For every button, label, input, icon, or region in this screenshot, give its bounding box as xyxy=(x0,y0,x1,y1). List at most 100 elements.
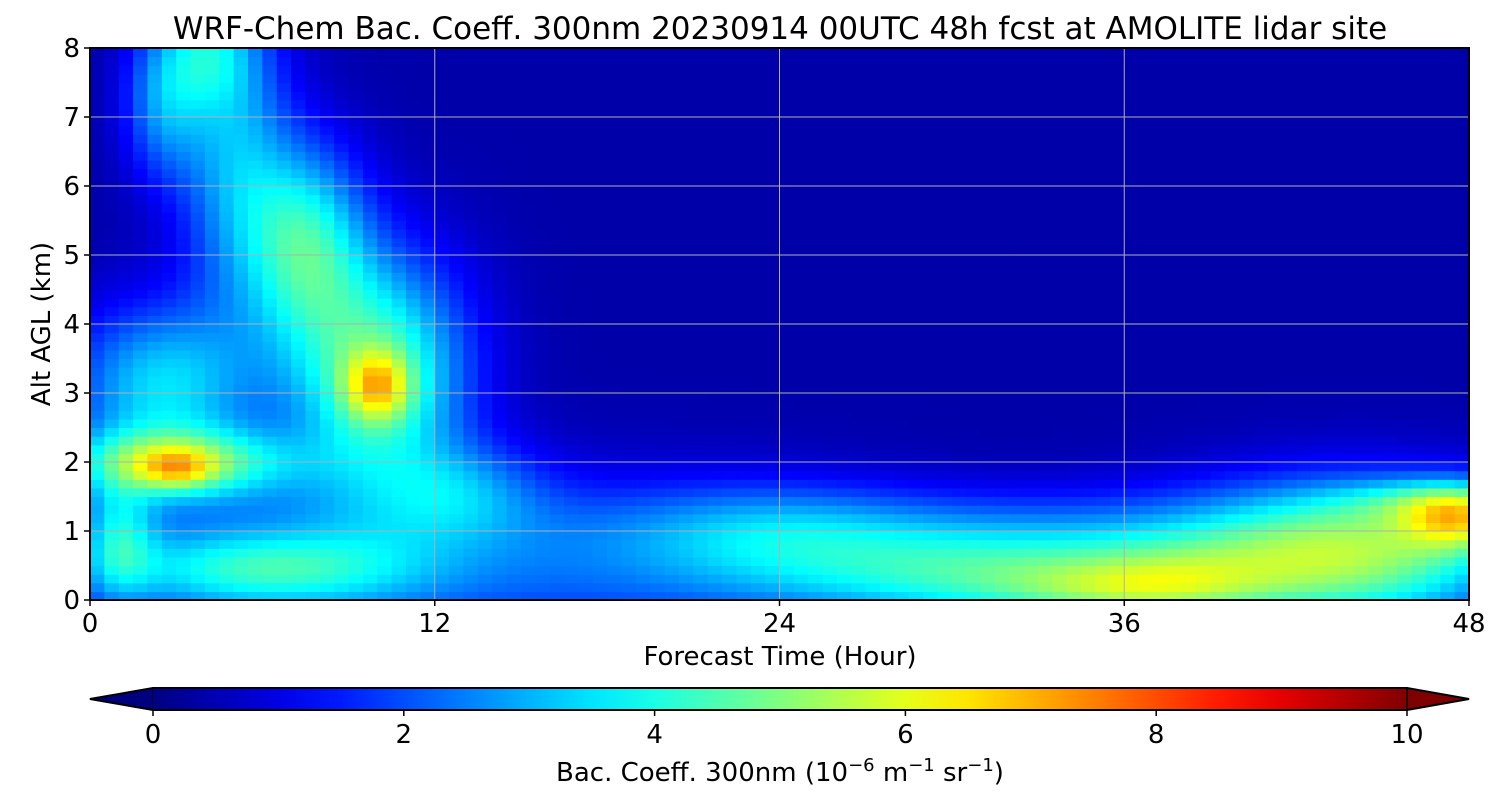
field-cell xyxy=(822,220,838,230)
field-cell xyxy=(851,315,867,325)
field-cell xyxy=(1023,487,1039,498)
field-cell xyxy=(118,194,134,204)
field-cell xyxy=(535,367,551,377)
field-cell xyxy=(1239,272,1255,282)
field-cell xyxy=(1296,496,1312,506)
field-cell xyxy=(248,229,263,239)
field-cell xyxy=(1081,513,1097,523)
field-cell xyxy=(750,375,766,385)
field-cell xyxy=(693,220,709,230)
field-cell xyxy=(1454,487,1469,498)
field-cell xyxy=(793,186,809,196)
field-cell xyxy=(506,574,522,584)
field-cell xyxy=(1095,401,1111,411)
field-cell xyxy=(319,263,335,273)
field-cell xyxy=(994,375,1010,385)
field-cell xyxy=(1239,367,1255,377)
field-cell xyxy=(348,462,364,472)
field-cell xyxy=(1081,151,1097,161)
field-cell xyxy=(133,375,149,385)
field-cell xyxy=(90,548,105,558)
field-cell xyxy=(233,367,249,377)
field-cell xyxy=(1325,298,1341,308)
field-cell xyxy=(219,462,235,472)
field-cell xyxy=(1440,255,1456,265)
field-cell xyxy=(1454,539,1469,549)
field-cell xyxy=(808,436,824,446)
field-cell xyxy=(377,539,393,549)
field-cell xyxy=(779,255,795,265)
field-cell xyxy=(549,393,565,403)
field-cell xyxy=(1440,186,1456,196)
field-cell xyxy=(750,556,766,567)
field-cell xyxy=(133,168,149,178)
field-cell xyxy=(578,332,594,342)
field-cell xyxy=(1066,513,1082,523)
field-cell xyxy=(1052,410,1068,420)
field-cell xyxy=(276,315,292,325)
field-cell xyxy=(1411,203,1427,213)
field-cell xyxy=(650,246,666,256)
field-cell xyxy=(707,160,723,170)
field-cell xyxy=(477,393,493,403)
field-cell xyxy=(1109,591,1125,600)
field-cell xyxy=(621,341,637,351)
field-cell xyxy=(319,229,335,239)
field-cell xyxy=(334,315,350,325)
field-cell xyxy=(90,375,105,385)
field-cell xyxy=(750,151,766,161)
field-cell xyxy=(1066,505,1082,515)
field-cell xyxy=(650,427,666,437)
field-cell xyxy=(219,332,235,342)
field-cell xyxy=(362,349,378,360)
field-cell xyxy=(262,548,278,558)
field-cell xyxy=(1066,453,1082,463)
field-cell xyxy=(1454,349,1469,360)
field-cell xyxy=(420,358,436,368)
field-cell xyxy=(664,324,680,334)
field-cell xyxy=(693,298,709,308)
field-cell xyxy=(793,263,809,273)
field-cell xyxy=(1081,203,1097,213)
field-cell xyxy=(1038,462,1054,472)
field-cell xyxy=(707,315,723,325)
field-cell xyxy=(492,591,508,600)
field-cell xyxy=(1152,453,1168,463)
field-cell xyxy=(650,522,666,532)
field-cell xyxy=(851,548,867,558)
field-cell xyxy=(865,203,881,213)
field-cell xyxy=(291,401,307,411)
field-cell xyxy=(463,177,479,187)
field-cell xyxy=(377,289,393,299)
field-cell xyxy=(492,324,508,334)
field-cell xyxy=(750,496,766,506)
field-cell xyxy=(449,272,465,282)
field-cell xyxy=(406,384,421,394)
field-cell xyxy=(291,332,307,342)
field-cell xyxy=(104,177,120,187)
field-cell xyxy=(722,349,737,360)
field-cell xyxy=(1382,237,1398,247)
field-cell xyxy=(377,470,393,480)
field-cell xyxy=(1425,401,1441,411)
field-cell xyxy=(822,556,838,567)
field-cell xyxy=(406,349,421,360)
field-cell xyxy=(391,203,407,213)
field-cell xyxy=(362,591,378,600)
field-cell xyxy=(377,349,393,360)
field-cell xyxy=(161,186,177,196)
field-cell xyxy=(1296,186,1312,196)
field-cell xyxy=(1124,539,1140,549)
field-cell xyxy=(1267,574,1283,584)
field-cell xyxy=(908,168,924,178)
field-cell xyxy=(1210,229,1226,239)
field-cell xyxy=(305,229,321,239)
field-cell xyxy=(1095,160,1111,170)
field-cell xyxy=(1253,427,1269,437)
field-cell xyxy=(621,298,637,308)
field-cell xyxy=(262,427,278,437)
field-cell xyxy=(147,186,163,196)
field-cell xyxy=(664,289,680,299)
field-cell xyxy=(564,539,579,549)
field-cell xyxy=(635,332,651,342)
